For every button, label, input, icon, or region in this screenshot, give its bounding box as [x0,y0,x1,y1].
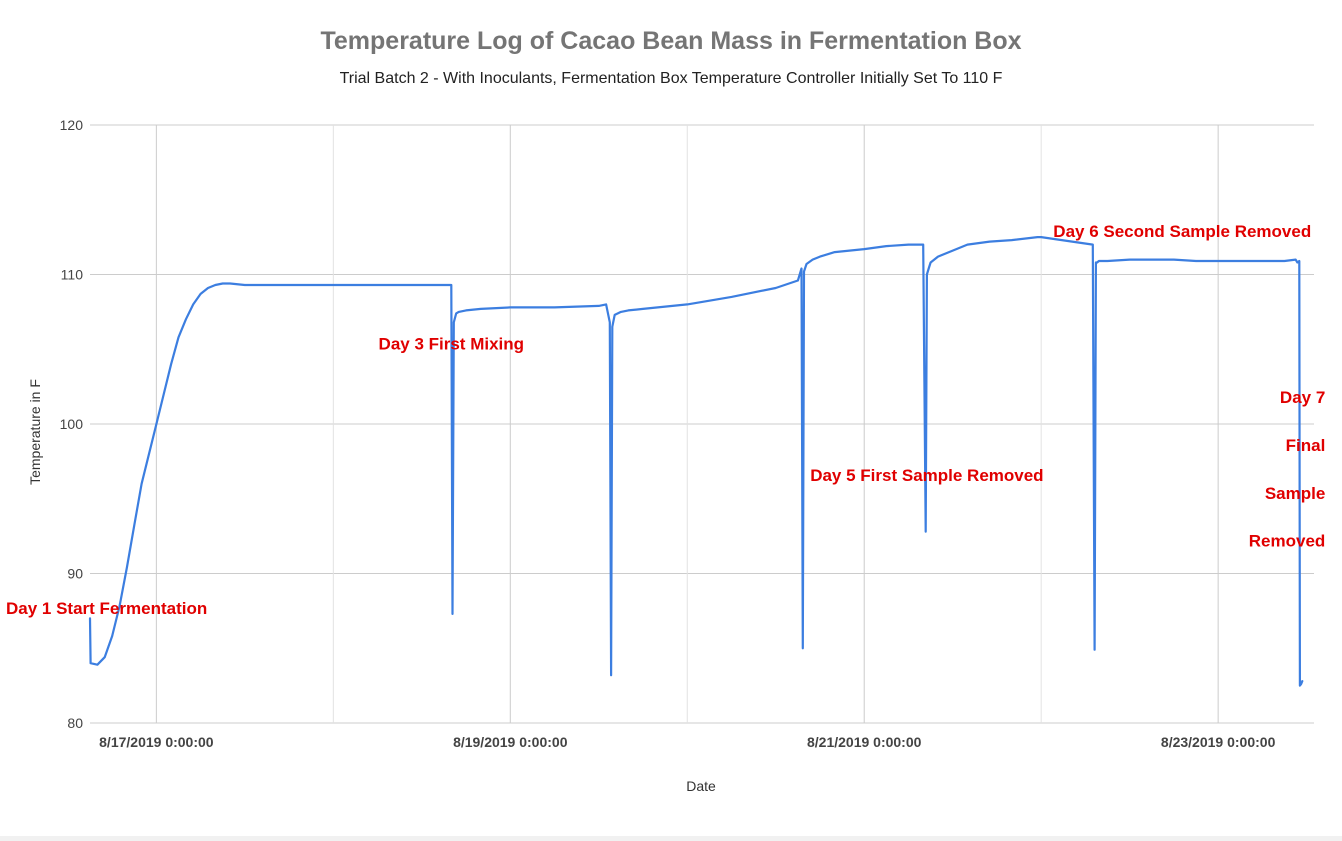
annotation-layer: Day 1 Start Fermentation Day 3 First Mixi… [6,222,1325,618]
annotation-label: Day 7 [1280,388,1325,407]
annotation-label: Sample [1265,484,1325,503]
annotation-label: Day 5 First Sample Removed [810,466,1043,485]
chart-subtitle: Trial Batch 2 - With Inoculants, Ferment… [340,70,1003,87]
y-tick-label: 110 [61,267,84,283]
y-axis-ticks: 80 90 100 110 120 [60,117,84,731]
annotation-label: Removed [1249,532,1326,551]
y-axis-label: Temperature in F [27,379,43,485]
x-tick-label: 8/23/2019 0:00:00 [1161,734,1276,750]
annotation-label: Day 3 First Mixing [379,334,524,353]
y-tick-label: 80 [67,715,83,731]
chart-title: Temperature Log of Cacao Bean Mass in Fe… [320,27,1021,55]
x-axis-ticks: 8/17/2019 0:00:00 8/19/2019 0:00:00 8/21/2… [99,734,1275,750]
series-layer [88,236,1304,687]
y-tick-label: 120 [60,117,84,133]
grid [90,124,1314,724]
x-tick-label: 8/19/2019 0:00:00 [453,734,568,750]
annotation-label: Day 1 Start Fermentation [6,599,207,618]
y-tick-label: 90 [67,566,83,582]
y-tick-label: 100 [60,416,84,432]
series-line [88,236,1304,687]
x-tick-label: 8/21/2019 0:00:00 [807,734,922,750]
x-axis-label: Date [686,778,716,794]
bottom-border [0,836,1342,841]
annotation-label: Final [1286,436,1326,455]
x-tick-label: 8/17/2019 0:00:00 [99,734,214,750]
annotation-label: Day 6 Second Sample Removed [1053,222,1311,241]
